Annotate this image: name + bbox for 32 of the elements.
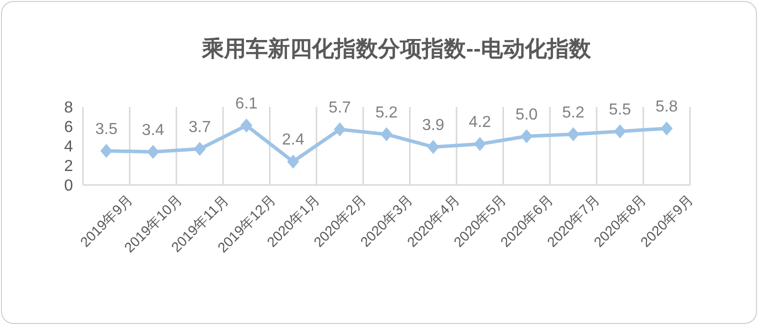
data-label: 5.7 [328, 99, 352, 116]
point [287, 154, 300, 169]
y-tick-label: 8 [64, 100, 74, 117]
y-tick-label: 6 [64, 119, 74, 136]
y-tick-label: 4 [64, 138, 74, 156]
data-label: 3.5 [95, 120, 118, 138]
point [474, 137, 486, 152]
data-label: 5.2 [375, 104, 398, 122]
point [147, 144, 160, 159]
data-label: 5.0 [515, 106, 538, 124]
y-tick-label: 0 [64, 178, 74, 195]
point [194, 142, 206, 156]
chart-title: 乘用车新四化指数分项指数--电动化指数 [201, 36, 592, 61]
point [334, 122, 346, 136]
data-label: 5.8 [656, 98, 678, 116]
data-label: 4.2 [468, 114, 492, 132]
data-label: 6.1 [235, 96, 258, 113]
point [660, 121, 673, 136]
data-label: 2.4 [282, 132, 304, 149]
point [240, 118, 252, 133]
point [614, 124, 626, 138]
point [427, 140, 440, 154]
data-label: 5.2 [562, 104, 584, 122]
point [380, 127, 392, 142]
point [520, 129, 533, 144]
y-tick-label: 2 [64, 158, 74, 176]
point [100, 144, 112, 158]
data-label: 5.5 [608, 101, 632, 118]
data-label: 3.4 [142, 122, 164, 139]
point [567, 127, 580, 142]
data-label: 3.7 [188, 118, 211, 136]
data-label: 3.9 [422, 116, 444, 134]
